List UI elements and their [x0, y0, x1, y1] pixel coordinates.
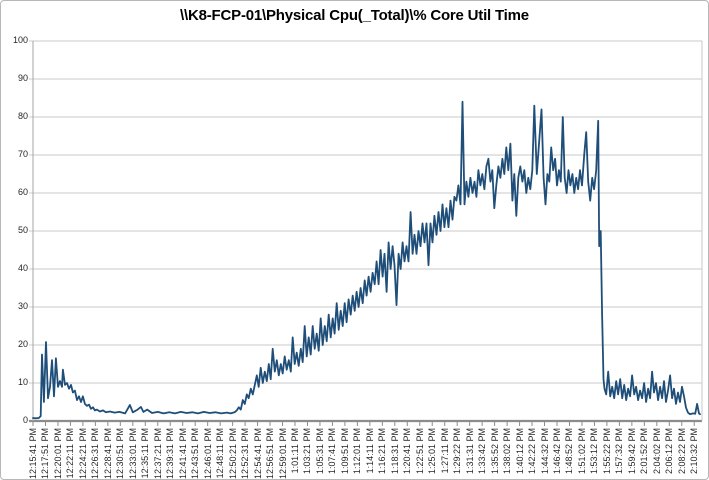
x-axis-label: 12:20:01 PM [52, 428, 63, 480]
x-axis-label: 2:06:12 PM [664, 428, 675, 475]
x-axis-label: 1:14:11 PM [364, 428, 375, 474]
x-axis-label: 12:35:11 PM [140, 428, 151, 479]
y-axis-label: 60 [17, 187, 28, 197]
series-line [32, 100, 701, 420]
x-axis-label: 2:01:52 PM [639, 428, 650, 475]
x-axis-label: 12:24:21 PM [77, 428, 88, 480]
x-axis-label: 1:46:42 PM [552, 428, 562, 475]
x-axis-label: 12:41:41 PM [177, 428, 188, 480]
x-axis-label: 12:39:31 PM [165, 428, 176, 480]
x-axis-label: 1:22:51 PM [414, 428, 425, 475]
x-axis-label: 1:33:42 PM [477, 428, 488, 475]
x-axis-label: 12:48:11 PM [215, 428, 226, 479]
x-axis-label: 1:20:41 PM [402, 428, 413, 475]
x-axis-label: 12:37:21 PM [152, 428, 163, 480]
x-axis-label: 1:07:41 PM [327, 428, 338, 475]
x-axis-label: 1:35:52 PM [489, 428, 500, 475]
chart-title: \\K8-FCP-01\Physical Cpu(_Total)\% Core … [180, 7, 529, 24]
x-axis-label: 1:38:02 PM [502, 428, 513, 475]
y-axis-label: 0 [22, 415, 28, 425]
x-axis-label: 1:59:42 PM [626, 428, 637, 475]
y-axis-label: 90 [17, 73, 28, 83]
x-axis-label: 12:26:31 PM [90, 428, 101, 480]
x-axis-label: 12:54:41 PM [252, 428, 263, 480]
x-axis-label: 12:52:31 PM [240, 428, 251, 480]
x-axis-label: 1:05:31 PM [314, 428, 325, 475]
x-axis-label: 12:56:51 PM [265, 428, 276, 480]
x-axis-label: 1:01:11 PM [290, 428, 300, 474]
y-axis-label: 50 [17, 225, 28, 235]
x-axis-label: 1:31:31 PM [464, 428, 475, 475]
x-axis-label: 1:57:32 PM [614, 428, 625, 475]
x-axis-label: 12:33:01 PM [127, 428, 138, 480]
x-axis-label: 2:10:32 PM [689, 428, 700, 475]
y-axis-label: 80 [17, 111, 28, 121]
x-axis-label: 12:15:41 PM [28, 428, 38, 480]
x-axis-label: 1:29:22 PM [452, 428, 463, 475]
x-axis-label: 1:12:01 PM [352, 428, 363, 475]
x-axis-label: 1:18:31 PM [389, 428, 400, 475]
x-axis-label: 1:40:12 PM [514, 428, 525, 475]
x-axis-label: 1:53:12 PM [589, 428, 600, 475]
x-axis-label: 12:22:11 PM [65, 428, 76, 479]
y-axis-label: 30 [17, 301, 28, 311]
x-axis-label: 2:04:02 PM [651, 428, 662, 475]
x-axis-label: 1:03:21 PM [302, 428, 313, 475]
x-axis-label: 12:46:01 PM [202, 428, 213, 480]
x-axis-label: 1:44:32 PM [539, 428, 550, 475]
x-axis-label: 1:51:02 PM [576, 428, 587, 475]
x-axis-label: 1:27:11 PM [439, 428, 450, 474]
y-axis-label: 10 [17, 377, 28, 387]
y-axis-label: 100 [12, 35, 28, 45]
x-axis-label: 12:30:51 PM [115, 428, 126, 480]
x-axis-label: 2:08:22 PM [676, 428, 687, 475]
x-axis-label: 12:50:21 PM [227, 428, 238, 480]
x-axis-label: 1:42:22 PM [527, 428, 538, 475]
x-axis-label: 1:55:22 PM [601, 428, 612, 475]
x-axis-label: 1:25:01 PM [427, 428, 438, 475]
x-axis-label: 12:28:41 PM [102, 428, 113, 480]
x-axis-label: 12:43:51 PM [190, 428, 201, 480]
y-axis-label: 20 [17, 339, 28, 349]
x-axis-label: 12:17:51 PM [40, 428, 51, 480]
y-axis-label: 40 [17, 263, 28, 273]
y-axis-label: 70 [17, 149, 28, 159]
x-axis-label: 12:59:01 PM [277, 428, 288, 480]
x-axis-label: 1:09:51 PM [339, 428, 350, 475]
x-axis-label: 1:16:21 PM [377, 428, 388, 475]
x-axis-label: 1:48:52 PM [564, 428, 575, 475]
